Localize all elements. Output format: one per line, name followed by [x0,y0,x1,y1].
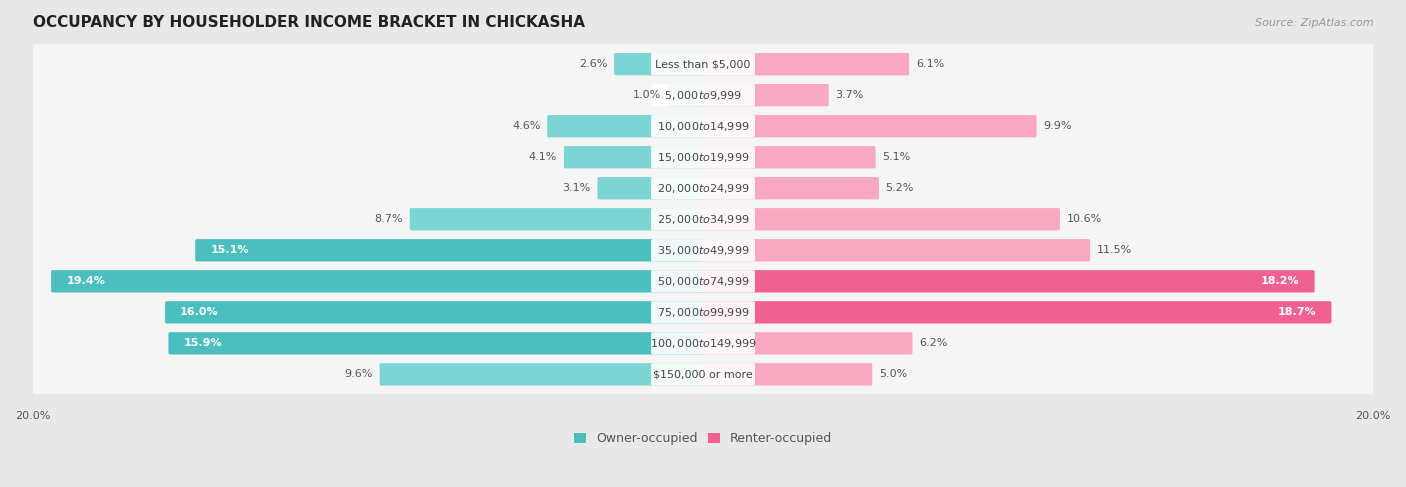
Text: 3.7%: 3.7% [835,90,863,100]
Text: 4.6%: 4.6% [512,121,540,131]
FancyBboxPatch shape [702,53,910,75]
FancyBboxPatch shape [651,270,755,293]
FancyBboxPatch shape [165,301,704,323]
FancyBboxPatch shape [598,177,704,199]
FancyBboxPatch shape [18,230,1388,270]
FancyBboxPatch shape [651,332,755,355]
FancyBboxPatch shape [651,177,755,199]
Text: 11.5%: 11.5% [1097,245,1132,255]
FancyBboxPatch shape [380,363,704,386]
Text: 15.1%: 15.1% [211,245,249,255]
Text: Less than $5,000: Less than $5,000 [655,59,751,69]
FancyBboxPatch shape [702,177,879,199]
FancyBboxPatch shape [614,53,704,75]
Text: OCCUPANCY BY HOUSEHOLDER INCOME BRACKET IN CHICKASHA: OCCUPANCY BY HOUSEHOLDER INCOME BRACKET … [32,15,585,30]
Text: $35,000 to $49,999: $35,000 to $49,999 [657,244,749,257]
FancyBboxPatch shape [651,208,755,230]
Text: $100,000 to $149,999: $100,000 to $149,999 [650,337,756,350]
Text: $20,000 to $24,999: $20,000 to $24,999 [657,182,749,195]
Text: $10,000 to $14,999: $10,000 to $14,999 [657,120,749,132]
Text: 5.2%: 5.2% [886,183,914,193]
FancyBboxPatch shape [702,84,828,106]
FancyBboxPatch shape [18,44,1388,84]
Text: 10.6%: 10.6% [1067,214,1102,225]
Text: $50,000 to $74,999: $50,000 to $74,999 [657,275,749,288]
FancyBboxPatch shape [702,239,1090,262]
Legend: Owner-occupied, Renter-occupied: Owner-occupied, Renter-occupied [574,432,832,445]
FancyBboxPatch shape [702,363,872,386]
FancyBboxPatch shape [169,332,704,355]
Text: 18.7%: 18.7% [1278,307,1316,318]
Text: 16.0%: 16.0% [180,307,219,318]
FancyBboxPatch shape [547,115,704,137]
FancyBboxPatch shape [18,137,1388,177]
FancyBboxPatch shape [18,169,1388,208]
FancyBboxPatch shape [702,115,1036,137]
FancyBboxPatch shape [702,332,912,355]
FancyBboxPatch shape [651,53,755,75]
FancyBboxPatch shape [651,115,755,137]
FancyBboxPatch shape [702,146,876,169]
FancyBboxPatch shape [18,355,1388,394]
Text: 9.6%: 9.6% [344,369,373,379]
Text: 5.1%: 5.1% [883,152,911,162]
FancyBboxPatch shape [668,84,704,106]
FancyBboxPatch shape [651,239,755,262]
FancyBboxPatch shape [18,293,1388,332]
Text: 19.4%: 19.4% [66,276,105,286]
Text: 15.9%: 15.9% [184,338,222,348]
Text: 4.1%: 4.1% [529,152,557,162]
FancyBboxPatch shape [651,84,755,106]
Text: Source: ZipAtlas.com: Source: ZipAtlas.com [1254,19,1374,28]
Text: 8.7%: 8.7% [374,214,404,225]
FancyBboxPatch shape [18,75,1388,115]
FancyBboxPatch shape [51,270,704,293]
FancyBboxPatch shape [195,239,704,262]
FancyBboxPatch shape [702,270,1315,293]
Text: 3.1%: 3.1% [562,183,591,193]
FancyBboxPatch shape [18,323,1388,363]
Text: 6.2%: 6.2% [920,338,948,348]
Text: $75,000 to $99,999: $75,000 to $99,999 [657,306,749,319]
FancyBboxPatch shape [409,208,704,230]
FancyBboxPatch shape [18,106,1388,146]
FancyBboxPatch shape [18,262,1388,301]
FancyBboxPatch shape [651,146,755,169]
Text: 18.2%: 18.2% [1261,276,1299,286]
FancyBboxPatch shape [651,363,755,386]
Text: $5,000 to $9,999: $5,000 to $9,999 [664,89,742,102]
Text: $25,000 to $34,999: $25,000 to $34,999 [657,213,749,226]
FancyBboxPatch shape [702,301,1331,323]
Text: 5.0%: 5.0% [879,369,907,379]
FancyBboxPatch shape [651,301,755,323]
Text: 6.1%: 6.1% [915,59,943,69]
Text: $150,000 or more: $150,000 or more [654,369,752,379]
FancyBboxPatch shape [18,199,1388,239]
FancyBboxPatch shape [702,208,1060,230]
Text: $15,000 to $19,999: $15,000 to $19,999 [657,150,749,164]
Text: 2.6%: 2.6% [579,59,607,69]
Text: 1.0%: 1.0% [633,90,661,100]
FancyBboxPatch shape [564,146,704,169]
Text: 9.9%: 9.9% [1043,121,1071,131]
